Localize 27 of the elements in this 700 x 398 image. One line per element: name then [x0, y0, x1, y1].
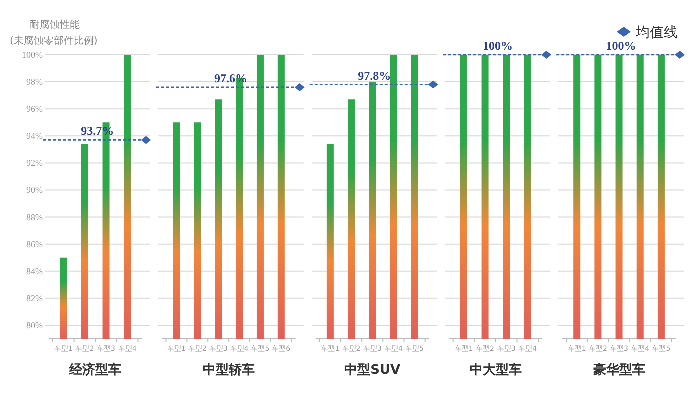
x-axis-title: 中型轿车	[203, 362, 256, 378]
y-tick-label: 98%	[26, 77, 44, 88]
legend-title: 均值线	[635, 25, 678, 41]
y-tick-label: 82%	[26, 293, 44, 304]
y-tick-label: 88%	[26, 212, 44, 222]
ref-line-label: 97.8%	[358, 68, 392, 83]
ref-line: 100%	[556, 39, 680, 56]
ref-line: 97.6%	[156, 71, 300, 88]
ref-line-label: 100%	[482, 39, 513, 53]
y-tick-label: 84%	[26, 266, 44, 276]
y-axis-title: 耐腐蚀性能 (未腐蚀零部件比例)	[10, 19, 98, 47]
y-tick-label: 90%	[26, 185, 44, 196]
ref-line-label: 100%	[606, 39, 636, 53]
x-axis-title: 豪华型车	[592, 362, 646, 378]
y-tick-label: 94%	[26, 131, 44, 142]
x-axis-title: 经济型车	[68, 362, 122, 378]
y-tick-label: 100%	[22, 50, 44, 60]
x-axis-title: 中大型车	[470, 362, 522, 378]
legend: 均值线	[617, 25, 678, 41]
ref-line: 100%	[443, 39, 547, 56]
y-tick-label: 96%	[26, 104, 44, 114]
ref-line: 97.8%	[310, 68, 434, 86]
ref-line-label: 97.6%	[214, 71, 248, 86]
x-axis-title: 中型SUV	[344, 363, 401, 378]
y-tick-label: 80%	[26, 320, 44, 330]
y-tick-label: 86%	[26, 239, 44, 250]
y-tick-label: 92%	[26, 158, 44, 168]
